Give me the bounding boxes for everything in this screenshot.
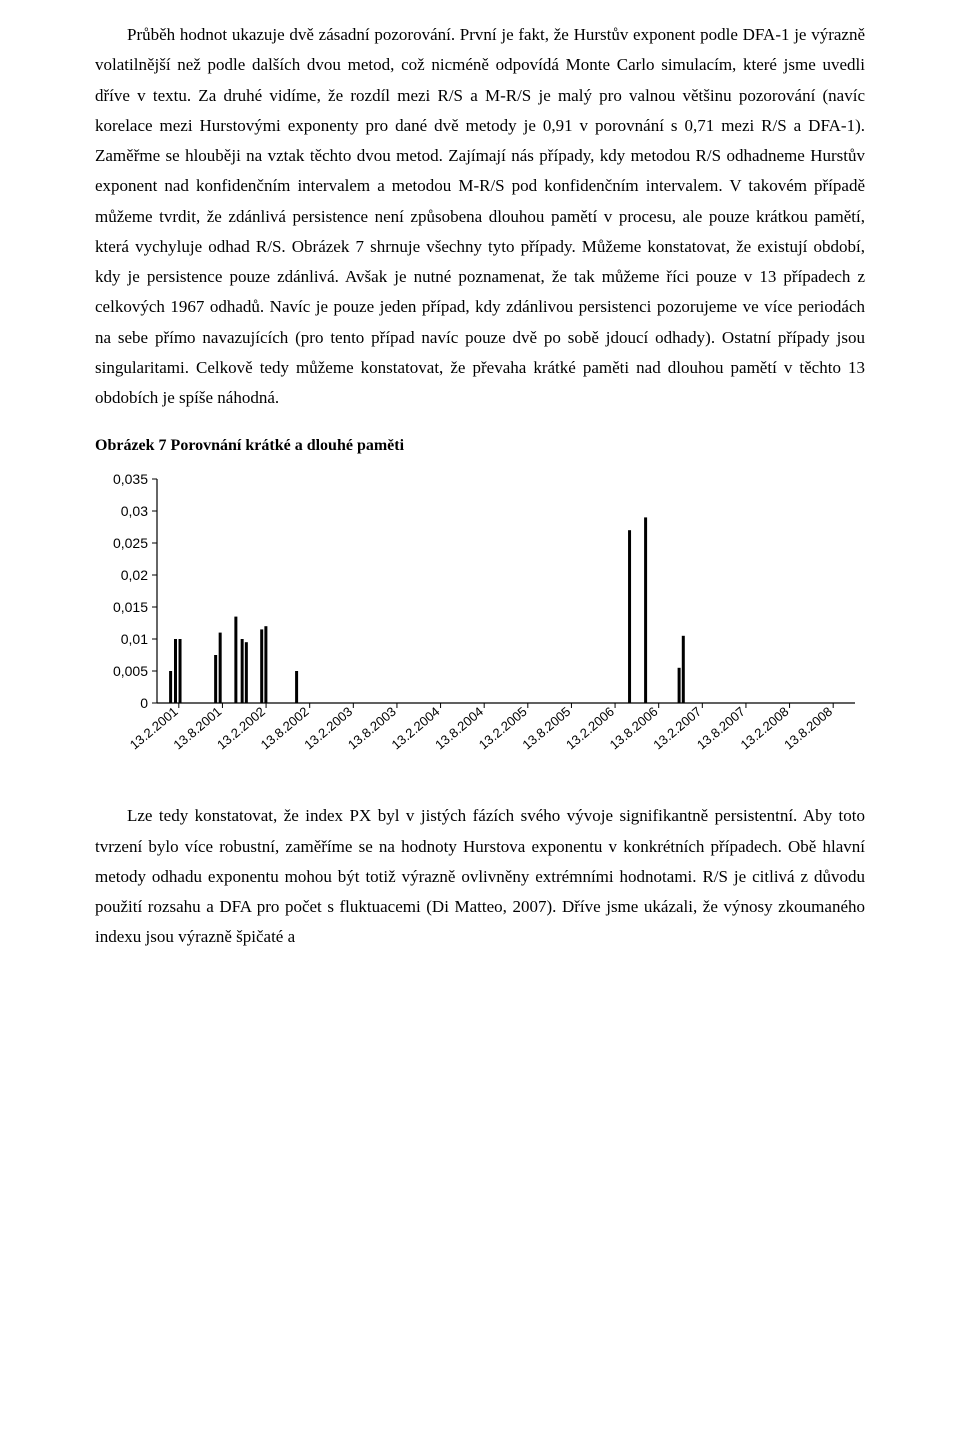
svg-text:0,025: 0,025 xyxy=(113,535,148,551)
svg-text:0: 0 xyxy=(140,695,148,711)
chart-container: 00,0050,010,0150,020,0250,030,03513.2.20… xyxy=(95,473,865,773)
bar-chart: 00,0050,010,0150,020,0250,030,03513.2.20… xyxy=(95,473,865,773)
svg-text:0,01: 0,01 xyxy=(121,631,148,647)
svg-text:0,035: 0,035 xyxy=(113,473,148,487)
svg-text:0,015: 0,015 xyxy=(113,599,148,615)
svg-text:0,02: 0,02 xyxy=(121,567,148,583)
svg-text:0,03: 0,03 xyxy=(121,503,148,519)
body-paragraph-2: Lze tedy konstatovat, že index PX byl v … xyxy=(95,801,865,952)
figure-caption: Obrázek 7 Porovnání krátké a dlouhé pamě… xyxy=(95,437,865,455)
body-paragraph-1: Průběh hodnot ukazuje dvě zásadní pozoro… xyxy=(95,20,865,413)
svg-text:0,005: 0,005 xyxy=(113,663,148,679)
